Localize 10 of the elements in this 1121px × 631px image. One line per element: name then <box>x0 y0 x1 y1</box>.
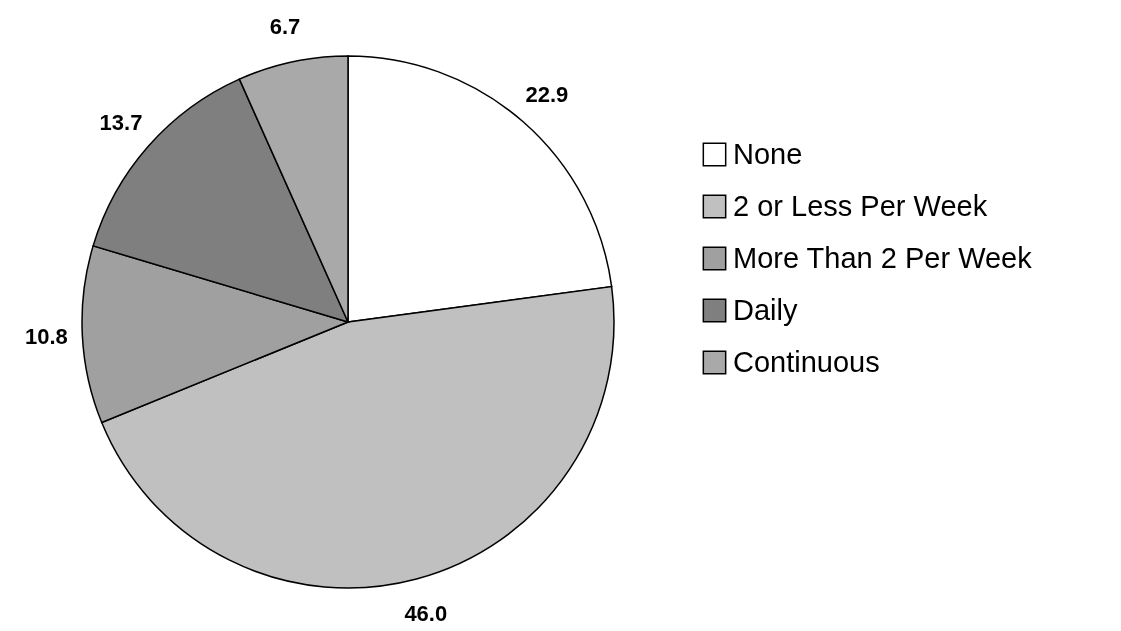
data-label: 22.9 <box>525 81 569 107</box>
legend-label: None <box>733 137 803 170</box>
data-label: 46.0 <box>404 600 448 626</box>
legend-label: 2 or Less Per Week <box>733 189 988 222</box>
legend-label: Daily <box>733 293 798 326</box>
data-label: 6.7 <box>269 13 301 39</box>
legend-label: More Than 2 Per Week <box>733 241 1033 274</box>
data-label: 10.8 <box>24 323 68 349</box>
data-label: 13.7 <box>99 109 143 135</box>
legend-label: Continuous <box>733 345 880 378</box>
